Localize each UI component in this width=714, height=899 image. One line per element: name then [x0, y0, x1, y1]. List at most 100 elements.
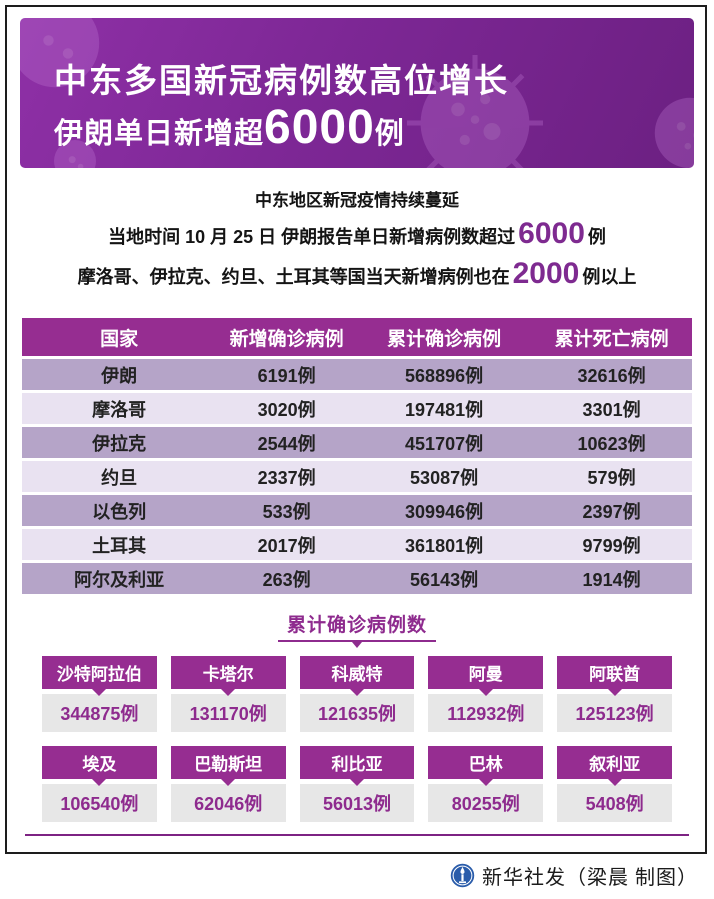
table-row: 约旦 2337例 53087例 579例	[22, 461, 692, 492]
table-cell: 约旦	[101, 467, 138, 488]
virus-decoration-icon	[54, 140, 96, 168]
country-card: 利比亚 56013例	[299, 746, 415, 822]
intro-line-2-number: 6000	[518, 217, 585, 250]
table-row: 伊拉克 2544例 451707例 10623例	[22, 427, 692, 458]
bottom-divider	[25, 834, 689, 836]
table-cell: 451707例	[405, 433, 484, 454]
country-card: 叙利亚 5408例	[557, 746, 672, 822]
table-cell: 197481例	[405, 399, 484, 420]
country-card-value: 62046例	[170, 784, 286, 822]
country-card: 卡塔尔 131170例	[170, 656, 286, 732]
country-card-name: 阿曼	[428, 656, 544, 689]
country-card-value: 131170例	[170, 694, 286, 732]
country-card-value: 106540例	[42, 784, 157, 822]
table-cell: 土耳其	[92, 535, 147, 556]
table-row: 摩洛哥 3020例 197481例 3301例	[22, 393, 692, 424]
section-title-underline	[278, 640, 436, 642]
sub-title: 伊朗单日新增超6000例	[54, 100, 405, 155]
sub-title-suffix: 例	[374, 118, 405, 150]
table-row: 以色列 533例 309946例 2397例	[22, 495, 692, 526]
sub-title-prefix: 伊朗单日新增超	[54, 118, 265, 150]
intro-line-3: 摩洛哥、伊拉克、约旦、土耳其等国当天新增病例也在 2000 例以上	[0, 257, 714, 291]
table-cell: 2397例	[582, 501, 641, 522]
country-card-value: 121635例	[299, 694, 415, 732]
outer-frame	[5, 5, 707, 854]
intro-line-2: 当地时间 10 月 25 日 伊朗报告单日新增病例数超过 6000 例	[0, 217, 714, 251]
table-cell: 579例	[587, 467, 636, 488]
country-cards-grid: 沙特阿拉伯 344875例 卡塔尔 131170例 科威特 121635例 阿曼 112932…	[42, 656, 672, 822]
table-cell: 263例	[262, 569, 311, 590]
xinhua-logo-icon	[450, 863, 475, 888]
country-card: 阿联酋 125123例	[557, 656, 672, 732]
intro-line-2-suffix: 例	[587, 227, 606, 247]
covid-table: 国家 新增确诊病例 累计确诊病例 累计死亡病例 伊朗 6191例 568896例 32616…	[22, 318, 692, 594]
table-cell: 2544例	[257, 433, 316, 454]
table-cell: 阿尔及利亚	[74, 569, 165, 590]
table-header-cell: 新增确诊病例	[229, 328, 344, 350]
table-cell: 10623例	[577, 433, 646, 454]
country-card-name: 叙利亚	[557, 746, 672, 779]
country-card: 巴林 80255例	[428, 746, 544, 822]
country-card-value: 56013例	[299, 784, 415, 822]
table-cell: 568896例	[405, 365, 484, 386]
header-banner: 中东多国新冠病例数高位增长 伊朗单日新增超6000例	[20, 18, 694, 168]
table-cell: 2337例	[257, 467, 316, 488]
table-cell: 361801例	[405, 535, 484, 556]
country-card-value: 344875例	[42, 694, 157, 732]
country-card: 巴勒斯坦 62046例	[170, 746, 286, 822]
country-card: 沙特阿拉伯 344875例	[42, 656, 157, 732]
country-card: 阿曼 112932例	[428, 656, 544, 732]
country-card-value: 80255例	[428, 784, 544, 822]
virus-decoration-icon	[407, 55, 543, 168]
table-cell: 1914例	[582, 569, 641, 590]
intro-line-2-prefix: 当地时间 10 月 25 日 伊朗报告单日新增病例数超过	[108, 227, 516, 247]
table-cell: 533例	[262, 501, 311, 522]
country-card-name: 巴勒斯坦	[170, 746, 286, 779]
country-card-name: 利比亚	[299, 746, 415, 779]
table-row: 土耳其 2017例 361801例 9799例	[22, 529, 692, 560]
table-header-cell: 累计确诊病例	[387, 328, 502, 350]
country-card-value: 112932例	[428, 694, 544, 732]
table-cell: 32616例	[577, 365, 646, 386]
table-cell: 6191例	[257, 365, 316, 386]
table-cell: 伊朗	[101, 365, 138, 386]
table-header-cell: 累计死亡病例	[554, 328, 669, 350]
credit-text: 新华社发（梁晨 制图）	[482, 867, 698, 889]
table-cell: 伊拉克	[92, 433, 147, 454]
country-card-name: 科威特	[299, 656, 415, 689]
table-header-cell: 国家	[100, 328, 139, 350]
country-card-value: 5408例	[557, 784, 672, 822]
country-card-name: 埃及	[42, 746, 157, 779]
table-cell: 56143例	[410, 569, 479, 590]
country-card: 科威特 121635例	[299, 656, 415, 732]
table-header-row: 国家 新增确诊病例 累计确诊病例 累计死亡病例	[22, 318, 692, 356]
country-card-name: 阿联酋	[557, 656, 672, 689]
table-cell: 3301例	[582, 399, 641, 420]
sub-title-number: 6000	[264, 101, 375, 154]
intro-block: 中东地区新冠疫情持续蔓延 当地时间 10 月 25 日 伊朗报告单日新增病例数超…	[0, 186, 714, 291]
table-cell: 53087例	[410, 467, 479, 488]
table-cell: 以色列	[92, 501, 147, 522]
table-cell: 309946例	[405, 501, 484, 522]
table-row: 伊朗 6191例 568896例 32616例	[22, 359, 692, 390]
country-card-value: 125123例	[557, 694, 672, 732]
table-cell: 2017例	[257, 535, 316, 556]
intro-line-1: 中东地区新冠疫情持续蔓延	[255, 191, 459, 210]
country-card-name: 巴林	[428, 746, 544, 779]
table-cell: 摩洛哥	[92, 399, 147, 420]
cards-section-title: 累计确诊病例数	[286, 615, 427, 636]
intro-line-3-suffix: 例以上	[582, 267, 637, 287]
country-card-name: 沙特阿拉伯	[42, 656, 157, 689]
table-cell: 9799例	[582, 535, 641, 556]
virus-decoration-icon	[20, 18, 100, 88]
table-row: 阿尔及利亚 263例 56143例 1914例	[22, 563, 692, 594]
intro-line-3-number: 2000	[512, 257, 580, 290]
main-title: 中东多国新冠病例数高位增长	[54, 62, 509, 99]
table-cell: 3020例	[257, 399, 316, 420]
table-rows: 伊朗 6191例 568896例 32616例摩洛哥 3020例 197481例 3301例…	[22, 359, 692, 594]
virus-decoration-icon	[654, 97, 694, 168]
country-card: 埃及 106540例	[42, 746, 157, 822]
country-card-name: 卡塔尔	[170, 656, 286, 689]
footer-credit: 新华社发（梁晨 制图）	[450, 861, 698, 890]
